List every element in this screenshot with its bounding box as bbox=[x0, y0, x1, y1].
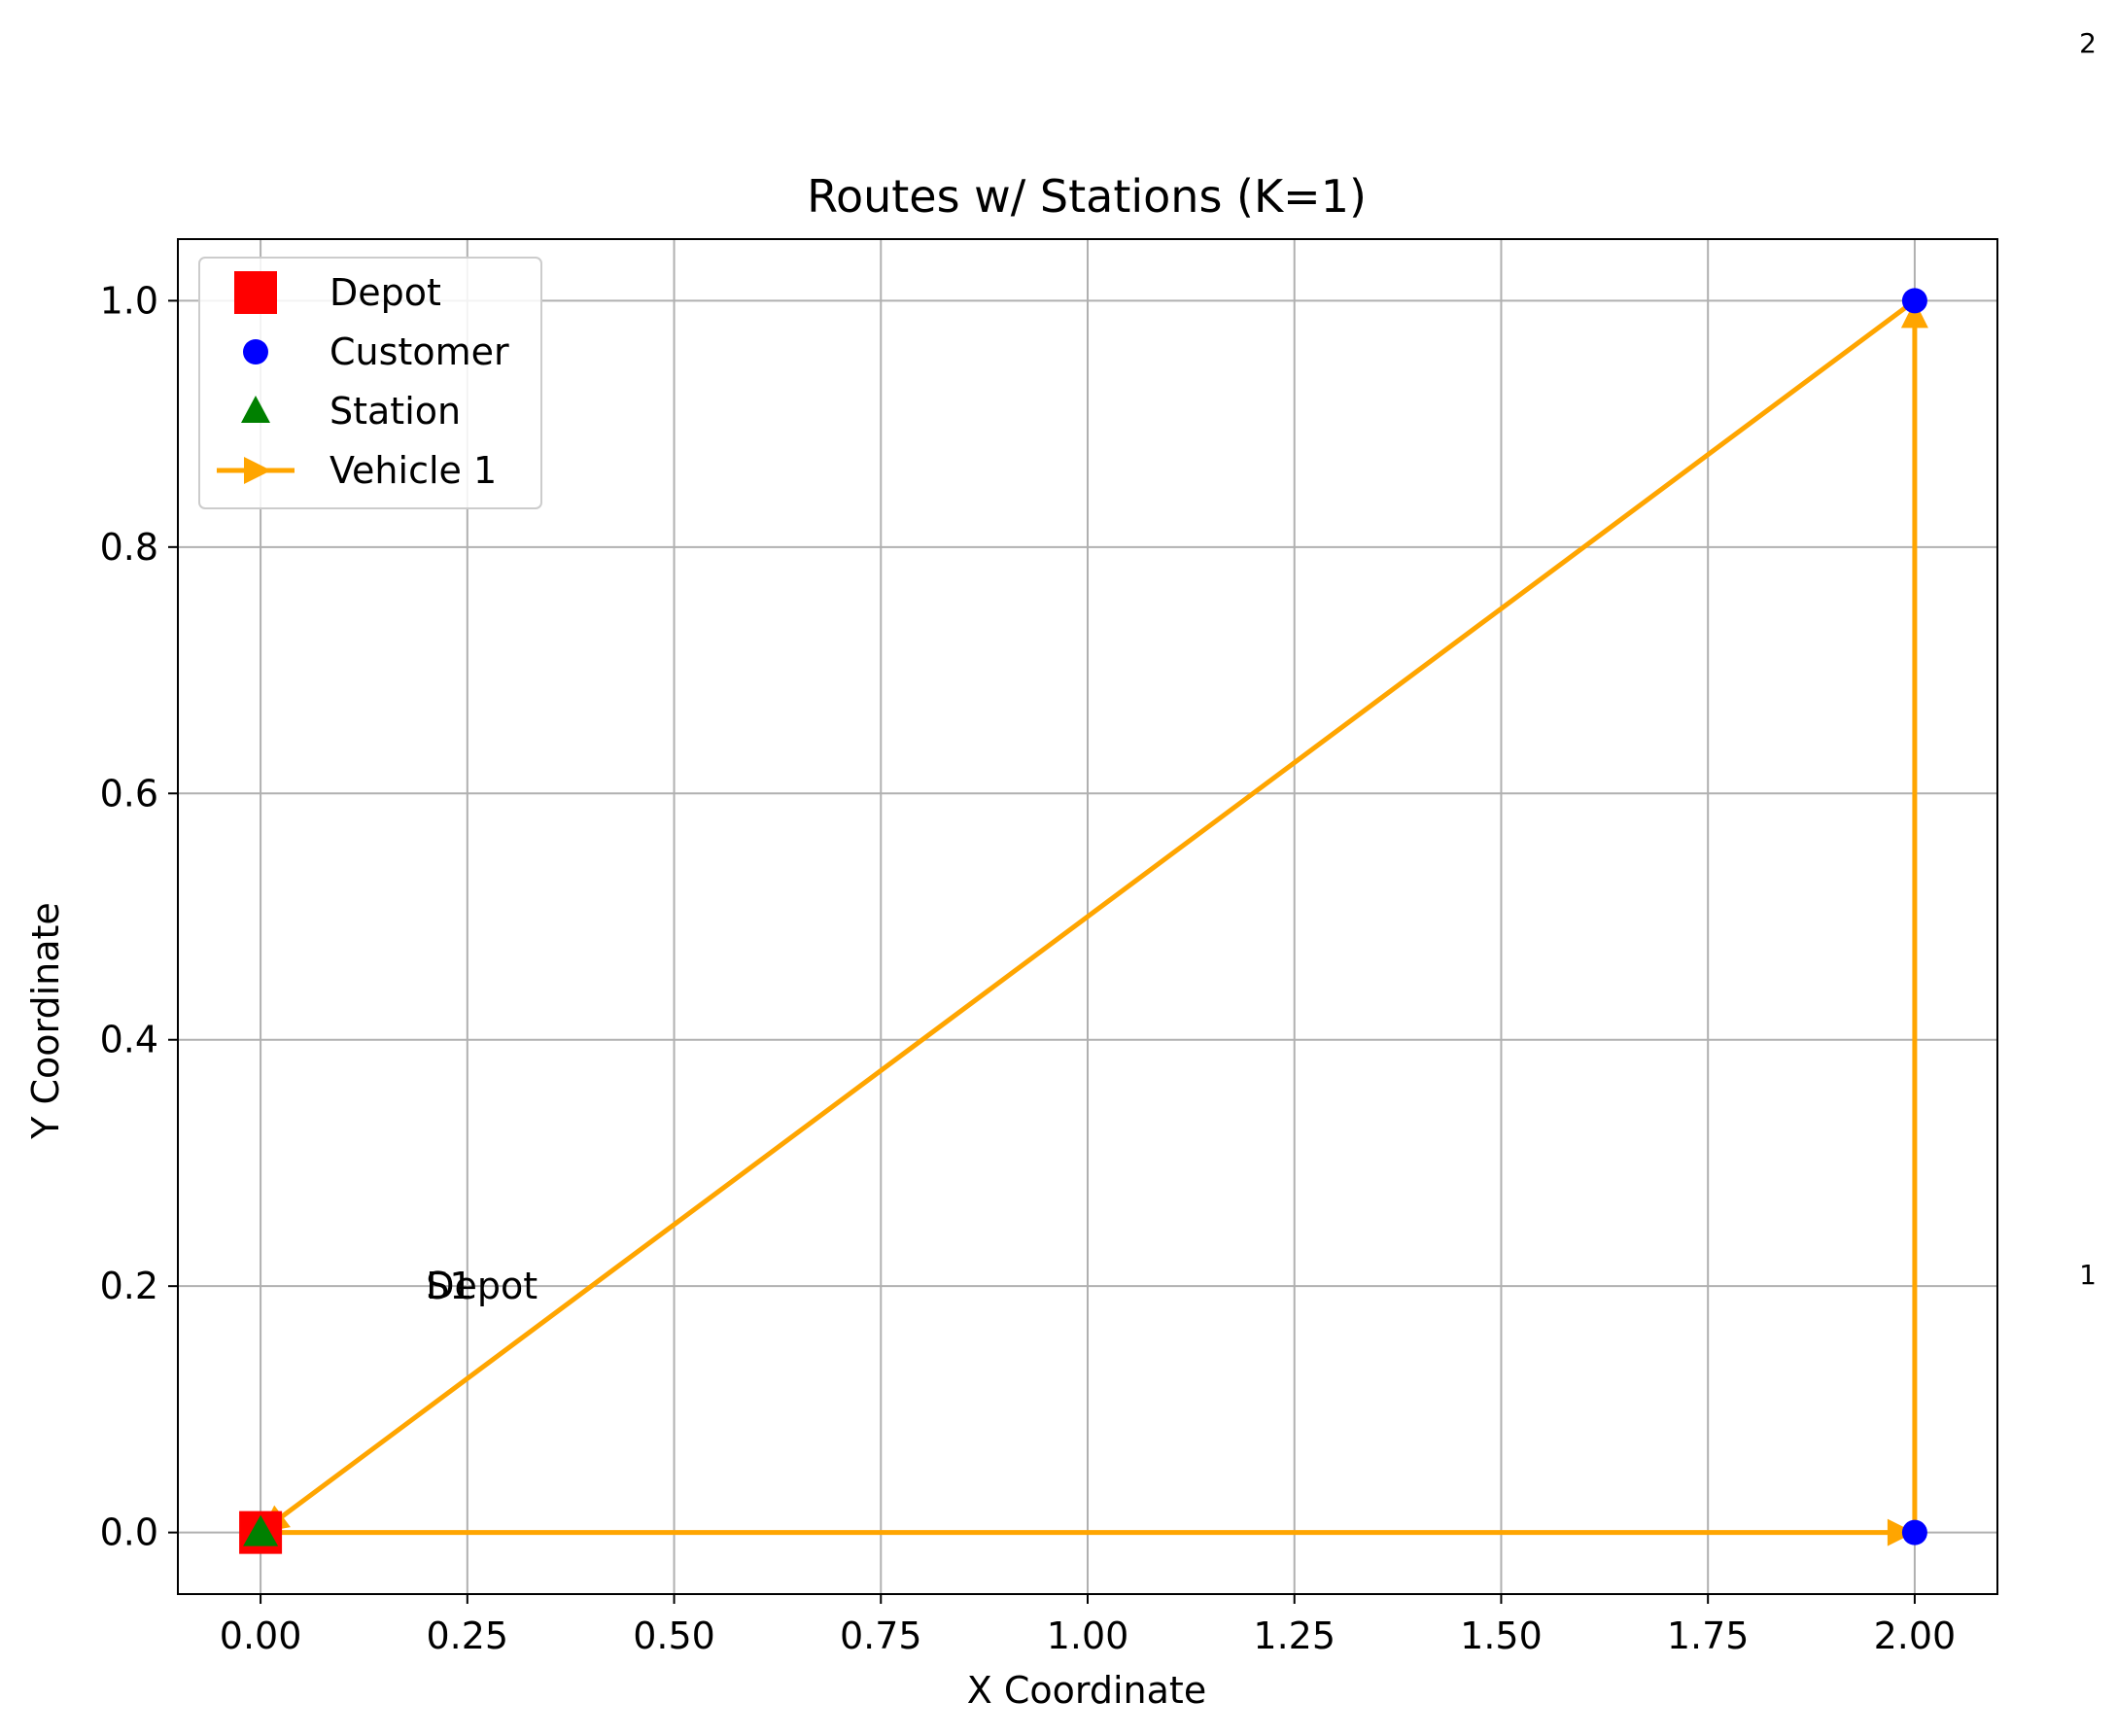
y-tick-label: 0.6 bbox=[100, 772, 158, 815]
y-tick-label: 1.0 bbox=[100, 279, 158, 322]
annotation-label: S1 bbox=[426, 1265, 472, 1307]
legend: Depot Customer Station Vehicle 1 bbox=[198, 257, 542, 509]
legend-label: Depot bbox=[330, 271, 441, 314]
y-tick-label: 0.8 bbox=[100, 526, 158, 569]
markers bbox=[239, 288, 1927, 1554]
x-axis-ticks: 0.00 0.25 0.50 0.75 1.00 1.25 1.50 1.75 2.00 bbox=[220, 1594, 1956, 1657]
legend-label: Station bbox=[330, 390, 461, 433]
x-tick-label: 0.50 bbox=[633, 1614, 715, 1657]
legend-station-marker bbox=[241, 396, 270, 423]
route-segment bbox=[259, 298, 1917, 1535]
x-tick-label: 1.75 bbox=[1667, 1614, 1750, 1657]
legend-label: Customer bbox=[330, 330, 509, 373]
y-tick-label: 0.0 bbox=[100, 1511, 158, 1554]
x-tick-label: 1.50 bbox=[1460, 1614, 1543, 1657]
route-arrowhead bbox=[1887, 1518, 1915, 1546]
legend-depot-marker bbox=[234, 271, 277, 314]
y-tick-label: 0.2 bbox=[100, 1265, 158, 1307]
chart-title: Routes w/ Stations (K=1) bbox=[807, 170, 1367, 223]
legend-box bbox=[198, 257, 542, 509]
customer-marker bbox=[1901, 288, 1927, 314]
customer-marker bbox=[1901, 1519, 1927, 1545]
x-tick-label: 1.00 bbox=[1047, 1614, 1129, 1657]
route-lines bbox=[259, 298, 1928, 1546]
legend-customer-marker bbox=[243, 339, 268, 365]
x-tick-label: 0.75 bbox=[840, 1614, 922, 1657]
edge-label-middle: 1 bbox=[2079, 1259, 2097, 1291]
y-tick-label: 0.4 bbox=[100, 1019, 158, 1061]
x-axis-label: X Coordinate bbox=[967, 1669, 1206, 1712]
legend-vehicle-arrow bbox=[244, 457, 271, 484]
annotation-label: Depot bbox=[426, 1265, 538, 1307]
y-axis-ticks: 0.0 0.2 0.4 0.6 0.8 1.0 bbox=[100, 279, 178, 1554]
y-axis-label: Y Coordinate bbox=[24, 902, 67, 1140]
edge-label-top: 2 bbox=[2079, 27, 2097, 59]
legend-label: Vehicle 1 bbox=[330, 449, 497, 492]
x-tick-label: 1.25 bbox=[1253, 1614, 1336, 1657]
station-marker bbox=[243, 1514, 279, 1546]
x-tick-label: 0.25 bbox=[427, 1614, 509, 1657]
x-tick-label: 2.00 bbox=[1874, 1614, 1957, 1657]
x-tick-label: 0.00 bbox=[220, 1614, 302, 1657]
route-arrowhead bbox=[1900, 300, 1928, 329]
